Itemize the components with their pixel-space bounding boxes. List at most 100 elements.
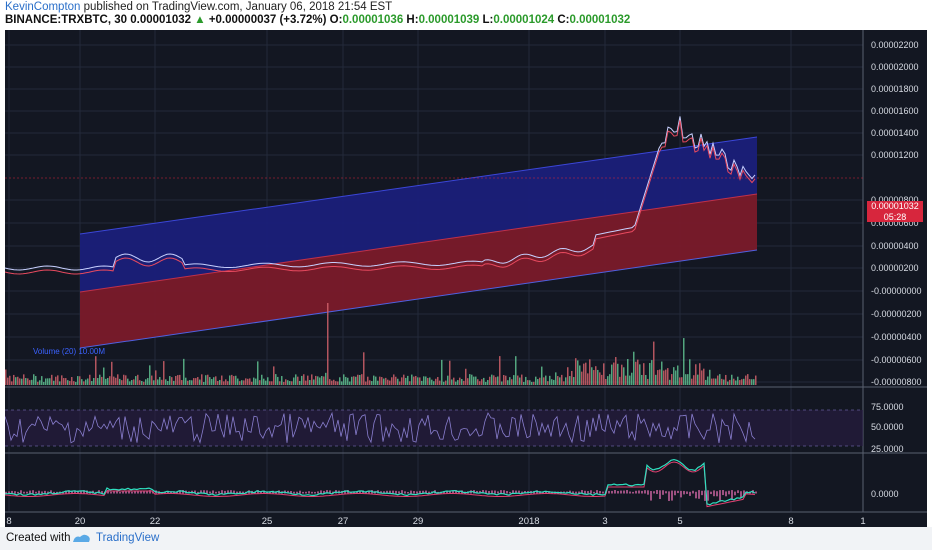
macd-histogram-bar <box>227 490 229 494</box>
macd-histogram-bar <box>716 491 718 497</box>
volume-bar <box>483 377 485 385</box>
volume-bar <box>13 374 15 385</box>
volume-bar <box>53 380 55 385</box>
volume-bar <box>453 377 455 385</box>
macd-histogram-bar <box>233 490 235 494</box>
macd-histogram-bar <box>578 491 580 494</box>
volume-bar <box>125 375 127 385</box>
volume-bar <box>337 381 339 385</box>
volume-bar <box>687 374 689 385</box>
price-tick-label: -0.00000400 <box>871 332 922 342</box>
volume-bar <box>27 378 29 385</box>
volume-bar <box>207 374 209 385</box>
volume-bar <box>95 356 97 385</box>
volume-bar <box>589 359 591 385</box>
time-axis[interactable]: 8 20 22 25 27 29 2018 3 5 8 1 <box>6 516 865 527</box>
volume-bar <box>351 376 353 385</box>
symbol-label[interactable]: BINANCE:TRXBTC, 30 <box>5 14 128 26</box>
volume-bar <box>225 379 227 385</box>
volume-bar <box>567 367 569 385</box>
chart-svg[interactable]: Volume (20) 10.00M 0.000022000.000020000… <box>5 30 927 527</box>
volume-bar <box>609 374 611 385</box>
volume-bar <box>275 374 277 385</box>
macd-histogram-bar <box>230 490 232 494</box>
moving-average-line[interactable] <box>5 120 756 275</box>
volume-bar <box>347 377 349 385</box>
volume-bar <box>419 377 421 385</box>
rsi-axis[interactable]: 75.0000 50.0000 25.0000 <box>871 402 904 454</box>
volume-bar <box>111 361 113 385</box>
macd-histogram-bar <box>485 490 487 494</box>
time-tick-label: 8 <box>6 516 11 527</box>
macd-histogram-bar <box>722 490 724 496</box>
volume-bar <box>77 376 79 385</box>
macd-histogram-bar <box>494 490 496 494</box>
macd-histogram-bar <box>680 490 682 498</box>
volume-bar <box>575 358 577 385</box>
chart-canvas[interactable]: Volume (20) 10.00M 0.00002200 0.00002000 0… <box>5 30 927 527</box>
macd-axis[interactable]: 0.0000 <box>871 489 899 499</box>
volume-bar <box>137 374 139 385</box>
channel-upper-line[interactable] <box>79 136 758 235</box>
volume-bar <box>17 376 19 385</box>
macd-histogram-bar <box>113 491 115 494</box>
macd-histogram-bar <box>359 490 361 494</box>
volume-bar <box>107 377 109 385</box>
channel-lower-line[interactable] <box>79 249 758 349</box>
price-series[interactable] <box>5 116 756 271</box>
volume-bar <box>677 365 679 385</box>
volume-bar <box>543 377 545 385</box>
volume-bar <box>315 375 317 385</box>
volume-bar <box>429 377 431 385</box>
volume-bar <box>417 377 419 385</box>
macd-histogram-bar <box>590 490 592 494</box>
macd-histogram-bar <box>683 490 685 495</box>
volume-bar <box>123 374 125 385</box>
macd-signal-line[interactable] <box>5 461 756 508</box>
volume-bar <box>485 381 487 385</box>
channel-mid-line[interactable] <box>79 193 758 293</box>
macd-histogram-bar <box>116 491 118 494</box>
macd-histogram-bar <box>302 491 304 494</box>
price-change: +0.00000037 (+3.72%) <box>208 14 327 26</box>
tradingview-brand-link[interactable]: TradingView <box>96 532 160 544</box>
volume-bar <box>737 376 739 385</box>
lower-channel-band[interactable] <box>80 194 757 348</box>
volume-bar <box>499 356 501 385</box>
volume-bar <box>33 374 35 385</box>
volume-bar <box>49 378 51 385</box>
price-tick-label: 0.00000800 <box>871 195 919 205</box>
macd-histogram-bar <box>194 490 196 494</box>
macd-histogram-bar <box>689 491 691 496</box>
macd-histogram-bar <box>26 491 28 494</box>
volume-bar <box>433 381 435 385</box>
rsi-line[interactable] <box>5 411 756 445</box>
author-link[interactable]: KevinCompton <box>5 1 81 13</box>
macd-line[interactable] <box>5 458 756 506</box>
macd-histogram-bar <box>206 490 208 494</box>
volume-bar <box>393 374 395 385</box>
volume-bar <box>251 381 253 385</box>
volume-bar <box>43 381 45 385</box>
volume-bar <box>607 376 609 385</box>
volume-bar <box>401 377 403 385</box>
upper-channel-band[interactable] <box>80 137 757 292</box>
volume-bar <box>265 380 267 385</box>
volume-bar <box>383 378 385 385</box>
price-axis[interactable]: 0.00002200 0.00002000 0.00001800 0.00001600… <box>871 40 922 387</box>
macd-histogram-bar <box>212 490 214 494</box>
volume-bar <box>15 377 17 385</box>
time-tick-label: 29 <box>413 516 424 527</box>
volume-bar <box>621 364 623 385</box>
volume-bar <box>323 376 325 385</box>
macd-histogram-bar <box>446 490 448 494</box>
volume-bar <box>541 366 543 385</box>
rsi-tick-label: 50.0000 <box>871 422 904 432</box>
volume-bar <box>329 379 331 385</box>
time-tick-label: 25 <box>262 516 273 527</box>
volume-bar <box>695 364 697 385</box>
volume-bar <box>169 376 171 385</box>
macd-histogram-bar <box>416 491 418 494</box>
macd-histogram-bar <box>293 491 295 494</box>
tradingview-logo-icon[interactable] <box>71 532 91 544</box>
